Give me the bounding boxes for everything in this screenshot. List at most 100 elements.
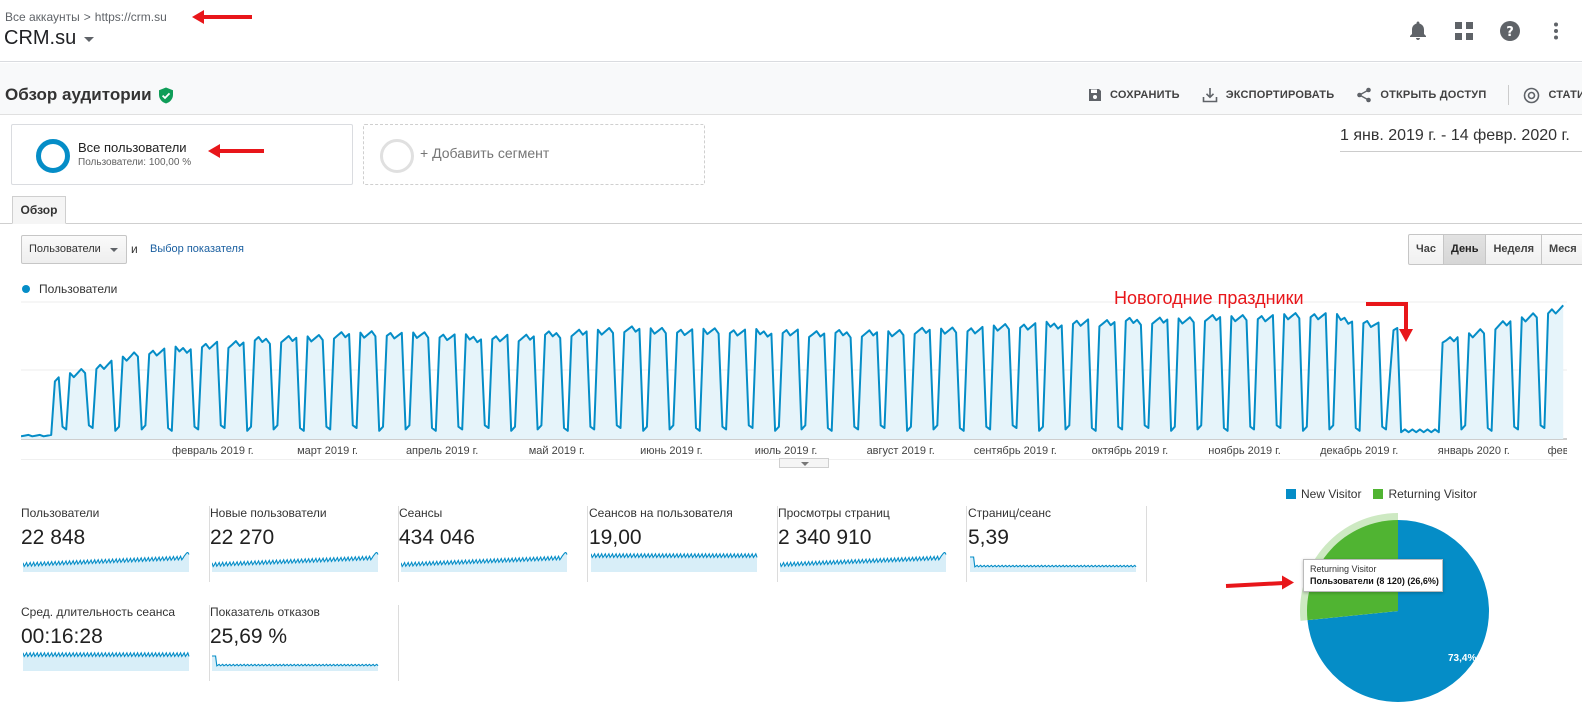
actions-divider: [1508, 85, 1510, 105]
metric-value: 25,69 %: [210, 625, 288, 648]
sparkline-area: [23, 652, 189, 671]
caret-down-icon: [801, 462, 809, 466]
insights-button[interactable]: СТАТИСТ: [1523, 87, 1582, 104]
sparkline-line: [401, 552, 568, 568]
x-tick-label: декабрь 2019 г.: [1320, 445, 1398, 457]
export-button[interactable]: ЭКСПОРТИРОВАТЬ: [1202, 87, 1335, 103]
breadcrumb-site[interactable]: https://crm.su: [94, 10, 167, 24]
chart-legend: Пользователи: [22, 282, 117, 296]
add-segment-button[interactable]: + Добавить сегмент: [363, 124, 705, 185]
legend-swatch: [1286, 489, 1296, 499]
legend-returning-visitor[interactable]: Returning Visitor: [1373, 487, 1477, 501]
x-tick-label: февраль 2019 г.: [172, 445, 254, 457]
report-title: Обзор аудитории: [5, 85, 174, 105]
metric-value: 00:16:28: [21, 625, 103, 648]
more-vert-icon[interactable]: [1544, 19, 1568, 43]
period-day-button[interactable]: День: [1443, 234, 1487, 265]
insights-icon: [1524, 87, 1540, 103]
breadcrumb-all-accounts[interactable]: Все аккаунты: [5, 10, 80, 24]
chart-collapse-toggle[interactable]: [779, 458, 829, 468]
x-tick-label: сентябрь 2019 г.: [974, 445, 1057, 457]
pie-legend: New Visitor Returning Visitor: [1286, 487, 1477, 501]
x-tick-label: март 2019 г.: [297, 445, 358, 457]
sparkline-area: [970, 557, 1136, 572]
metric-sparkline: [591, 552, 758, 572]
legend-new-visitor[interactable]: New Visitor: [1286, 487, 1361, 501]
metric-sparkline: [401, 552, 568, 572]
sparkline-area: [212, 656, 378, 671]
metric-label: Новые пользователи: [210, 506, 327, 520]
metric-sparkline: [23, 552, 190, 572]
metric-bounce-rate[interactable]: Показатель отказов 25,69 %: [210, 605, 399, 681]
svg-text:?: ?: [1506, 25, 1514, 40]
period-week-button[interactable]: Неделя: [1486, 234, 1543, 265]
sparkline-line: [212, 552, 379, 568]
choose-metric-link[interactable]: Выбор показателя: [150, 243, 244, 255]
metric-avg-session-duration[interactable]: Сред. длительность сеанса 00:16:28: [21, 605, 210, 681]
share-button[interactable]: ОТКРЫТЬ ДОСТУП: [1356, 87, 1486, 103]
chevron-down-icon: [84, 37, 95, 42]
sparkline-line: [970, 556, 1137, 568]
metric-label: Пользователи: [21, 506, 100, 520]
metric-label: Просмотры страниц: [778, 506, 890, 520]
x-tick-label: май 2019 г.: [529, 445, 585, 457]
chevron-down-icon: [110, 248, 118, 252]
segment-all-users[interactable]: Все пользователи Пользователи: 100,00 %: [11, 124, 353, 185]
users-area: [21, 305, 1564, 439]
share-icon: [1357, 87, 1372, 103]
metric-select[interactable]: Пользователи: [21, 235, 127, 264]
metric-label: Сред. длительность сеанса: [21, 605, 176, 619]
period-hour-button[interactable]: Час: [1408, 234, 1444, 265]
metric-sparkline: [212, 655, 379, 671]
breadcrumb: Все аккаунты > https://crm.su: [5, 10, 167, 24]
x-tick-label: январь 2020 г.: [1438, 445, 1510, 457]
red-arrow-icon: [1225, 575, 1294, 590]
save-button[interactable]: СОХРАНИТЬ: [1088, 88, 1180, 102]
metric-label: Сеансов на пользователя: [589, 506, 733, 520]
pie-label-new-visitor: 73,4%: [1448, 653, 1476, 664]
sparkline-area: [591, 553, 757, 572]
period-month-button[interactable]: Меся: [1542, 234, 1582, 265]
tab-divider: [0, 223, 1582, 224]
x-tick-label: октябрь 2019 г.: [1092, 445, 1169, 457]
metric-new-users[interactable]: Новые пользователи 22 270: [210, 506, 399, 582]
bell-icon[interactable]: [1406, 19, 1430, 43]
report-title-text: Обзор аудитории: [5, 85, 152, 104]
holiday-annotation: Новогодние праздники: [1114, 288, 1304, 308]
metric-pageviews[interactable]: Просмотры страниц 2 340 910: [778, 506, 967, 582]
metric-sessions-per-user[interactable]: Сеансов на пользователя 19,00: [589, 506, 778, 582]
segment-name: Все пользователи: [78, 140, 187, 155]
account-selector[interactable]: CRM.su: [4, 27, 95, 50]
legend-label: Returning Visitor: [1388, 487, 1477, 501]
red-arrow-icon: [208, 144, 264, 158]
download-icon: [1202, 88, 1218, 103]
pie-slice-new-visitor[interactable]: [1307, 520, 1489, 702]
metric-users[interactable]: Пользователи 22 848: [21, 506, 210, 582]
legend-swatch: [1373, 489, 1384, 499]
add-segment-label: + Добавить сегмент: [420, 145, 550, 161]
metric-value: 22 848: [21, 526, 86, 549]
tab-overview[interactable]: Обзор: [12, 196, 66, 224]
x-tick-label: февраль 2020 г.: [1548, 445, 1567, 457]
legend-users-label: Пользователи: [39, 282, 118, 296]
metric-value: 19,00: [589, 526, 642, 549]
red-arrow-icon: [1366, 302, 1413, 342]
metric-value: 2 340 910: [778, 526, 872, 549]
sparkline-line: [23, 651, 190, 658]
share-label: ОТКРЫТЬ ДОСТУП: [1380, 89, 1487, 101]
pie-tooltip: Returning Visitor Пользователи (8 120) (…: [1303, 559, 1443, 592]
sparkline-line: [780, 552, 947, 568]
x-tick-label: июль 2019 г.: [755, 445, 818, 457]
metric-label: Показатель отказов: [210, 605, 320, 619]
sparkline-line: [23, 552, 190, 568]
metric-label: Страниц/сеанс: [968, 506, 1052, 520]
apps-icon[interactable]: [1452, 19, 1476, 43]
metric-sessions[interactable]: Сеансы 434 046: [399, 506, 588, 582]
help-icon[interactable]: ?: [1498, 19, 1522, 43]
date-range-picker[interactable]: 1 янв. 2019 г. - 14 февр. 2020 г.: [1340, 127, 1582, 152]
metric-pages-per-session[interactable]: Страниц/сеанс 5,39: [968, 506, 1147, 582]
verified-shield-icon: [158, 87, 173, 103]
save-icon: [1089, 89, 1101, 101]
metric-label: Сеансы: [399, 506, 443, 520]
tooltip-title: Returning Visitor: [1310, 564, 1377, 574]
